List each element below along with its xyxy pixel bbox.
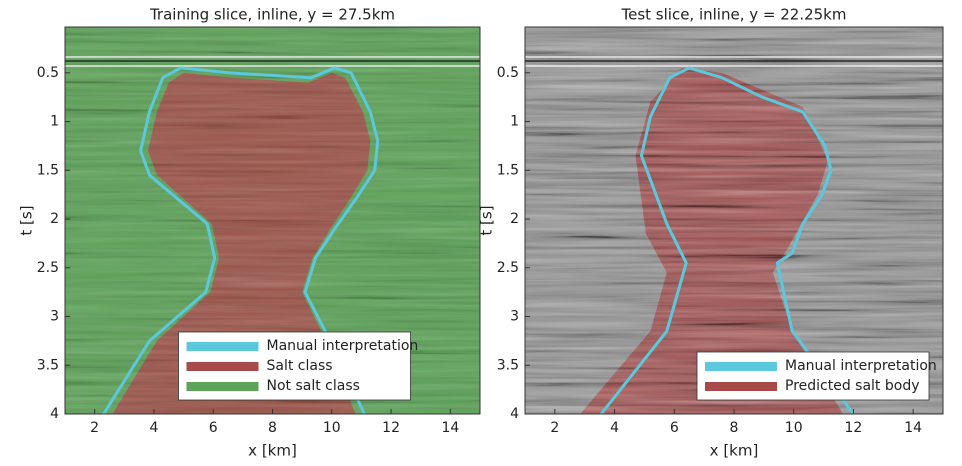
y-tick-label: 3 — [50, 309, 59, 325]
x-tick-label: 8 — [730, 420, 739, 436]
x-tick-label: 4 — [149, 420, 158, 436]
panel: 2 4 6 8 10 12 14 0.5 1 1.5 2 2.5 3 3.5 4 Training slice… — [18, 6, 481, 460]
chart-title: Training slice, inline, y = 27.5km — [149, 6, 395, 24]
x-tick-label: 8 — [268, 420, 277, 436]
panel: 2 4 6 8 10 12 14 0.5 1 1.5 2 2.5 3 3.5 4 Test slice, in… — [478, 6, 944, 460]
y-tick-label: 0.5 — [497, 65, 519, 81]
x-tick-label: 4 — [610, 420, 619, 436]
x-tick-label: 12 — [845, 420, 863, 436]
y-tick-label: 1.5 — [37, 162, 59, 178]
x-tick-label: 6 — [209, 420, 218, 436]
y-axis-label: t [s] — [478, 205, 496, 235]
y-tick-label: 1.5 — [497, 162, 519, 178]
plot-area — [65, 27, 480, 414]
interpretation-line — [102, 66, 380, 414]
legend-label: Not salt class — [267, 378, 360, 394]
x-tick-label: 10 — [785, 420, 803, 436]
legend-label: Manual interpretation — [785, 358, 937, 374]
y-tick-label: 4 — [510, 406, 519, 422]
y-tick-label: 1 — [50, 114, 59, 130]
y-tick-label: 2 — [510, 211, 519, 227]
x-tick-label: 10 — [323, 420, 341, 436]
y-tick-label: 2.5 — [497, 260, 519, 276]
plot-area — [525, 27, 943, 414]
legend-label: Salt class — [267, 358, 333, 374]
y-axis-label: t [s] — [18, 205, 36, 235]
interpretation-line — [599, 66, 855, 414]
legend: Manual interpretation Predicted salt body — [696, 351, 937, 401]
y-tick-label: 3 — [510, 309, 519, 325]
legend-swatch — [705, 362, 777, 371]
seismic-texture-light — [525, 27, 943, 414]
x-tick-label: 2 — [550, 420, 559, 436]
legend-swatch — [705, 382, 777, 391]
y-tick-label: 2.5 — [37, 260, 59, 276]
x-tick-label: 6 — [670, 420, 679, 436]
x-axis-label: x [km] — [248, 442, 297, 460]
y-tick-label: 3.5 — [497, 357, 519, 373]
x-tick-label: 14 — [441, 420, 459, 436]
y-tick-label: 4 — [50, 406, 59, 422]
y-tick-label: 2 — [50, 211, 59, 227]
legend-swatch — [186, 382, 259, 391]
chart-title: Test slice, inline, y = 22.25km — [621, 6, 847, 24]
legend-label: Predicted salt body — [785, 378, 920, 394]
y-tick-label: 1 — [510, 114, 519, 130]
x-axis-label: x [km] — [710, 442, 759, 460]
legend-box — [696, 351, 930, 401]
legend: Manual interpretation Salt class Not salt … — [178, 331, 419, 401]
x-tick-label: 2 — [90, 420, 99, 436]
x-tick-label: 12 — [382, 420, 400, 436]
legend-swatch — [186, 362, 259, 371]
legend-swatch — [186, 342, 259, 351]
y-tick-label: 3.5 — [37, 357, 59, 373]
y-tick-label: 0.5 — [37, 65, 59, 81]
x-tick-label: 14 — [904, 420, 922, 436]
legend-label: Manual interpretation — [267, 338, 419, 354]
